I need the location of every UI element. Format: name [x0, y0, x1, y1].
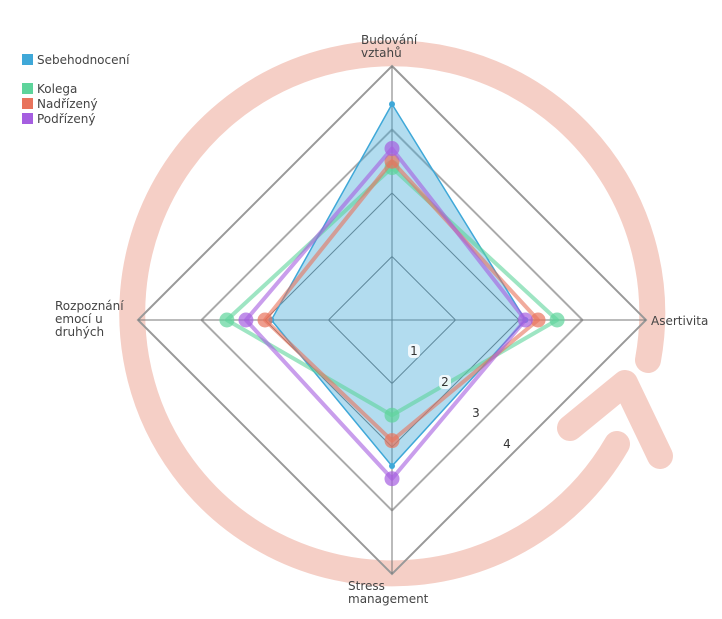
- axis-label-line: management: [348, 592, 429, 606]
- series-point: [384, 471, 400, 487]
- axis-label-line: Asertivita: [651, 314, 708, 328]
- series-point: [389, 101, 395, 108]
- tick-label-bg: [439, 375, 451, 389]
- tick-label: 3: [472, 406, 480, 420]
- radar-grid: [136, 64, 648, 576]
- series-point: [549, 312, 565, 328]
- tick-label: 1: [410, 344, 418, 358]
- series-point: [384, 433, 400, 449]
- tick-label-bg: [470, 406, 482, 420]
- axis-label-line: druhých: [55, 325, 104, 339]
- legend-swatch: [22, 113, 33, 124]
- series-point: [238, 312, 254, 328]
- radar-axis-labels: Budování vztahů Asertivita Stress management…: [55, 33, 708, 606]
- legend-swatch: [22, 98, 33, 109]
- axis-label: Stress management: [348, 579, 429, 606]
- legend-swatch: [22, 83, 33, 94]
- axis-label-line: Budování: [361, 33, 418, 47]
- legend-item-nadrizeny[interactable]: Nadřízený: [22, 96, 129, 111]
- legend: Sebehodnocení Kolega Nadřízený Podřízený: [22, 52, 129, 126]
- legend-label: Kolega: [37, 81, 78, 96]
- axis-label: Rozpoznání emocí u druhých: [55, 299, 124, 339]
- series-point: [384, 407, 400, 423]
- axis-label-line: Rozpoznání: [55, 299, 124, 313]
- tick-label-bg: [501, 437, 513, 451]
- legend-label: Podřízený: [37, 111, 96, 126]
- series-point: [384, 141, 400, 157]
- legend-label: Sebehodnocení: [37, 52, 130, 67]
- axis-label: Budování vztahů: [361, 33, 418, 60]
- legend-label: Nadřízený: [37, 96, 98, 111]
- radar-series: [219, 101, 565, 487]
- tick-label: 2: [441, 375, 449, 389]
- circular-arrow-head: [557, 370, 673, 469]
- radar-ticks: 1 2 3 4: [408, 344, 513, 451]
- legend-item-sebehodnoceni[interactable]: Sebehodnocení: [22, 52, 129, 67]
- legend-item-podrizeny[interactable]: Podřízený: [22, 111, 129, 126]
- series-point: [219, 312, 235, 328]
- circular-arrow-ring: [119, 40, 666, 587]
- axis-label-line: Stress: [348, 579, 385, 593]
- axis-label-line: emocí u: [55, 312, 103, 326]
- circular-arrow-decoration: [119, 40, 673, 587]
- series-point: [389, 463, 395, 470]
- series-point: [257, 312, 273, 328]
- legend-swatch: [22, 54, 33, 65]
- tick-label-bg: [408, 344, 420, 358]
- axis-label: Asertivita: [651, 314, 708, 328]
- series-point: [530, 312, 546, 328]
- tick-label: 4: [503, 437, 511, 451]
- legend-item-kolega[interactable]: Kolega: [22, 81, 129, 96]
- series-point: [384, 153, 400, 169]
- series-point: [517, 312, 533, 328]
- axis-label-line: vztahů: [361, 46, 402, 60]
